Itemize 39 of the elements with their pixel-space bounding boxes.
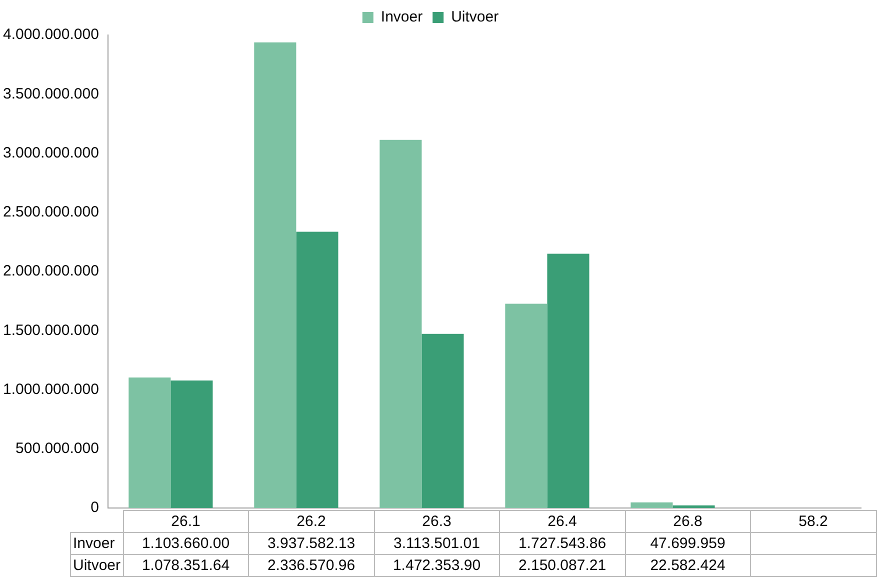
y-tick-label: 1.500.000.000 — [2, 322, 99, 339]
bar — [128, 377, 171, 508]
y-tick-label: 3.500.000.000 — [2, 85, 99, 102]
x-tick-label: 26.8 — [625, 510, 751, 532]
data-label: 1.472.353.90 — [374, 554, 500, 576]
bar — [672, 505, 715, 508]
bar — [170, 380, 213, 508]
data-label: 3.113.501.01 — [374, 532, 500, 554]
legend-label: Invoer — [380, 8, 423, 26]
bar — [505, 304, 548, 508]
bar — [296, 232, 338, 508]
bar — [254, 42, 296, 508]
x-tick-label: 26.4 — [500, 510, 626, 532]
y-tick-label: 2.500.000.000 — [2, 204, 99, 221]
data-label: 1.078.351.64 — [123, 554, 249, 576]
data-label: 2.336.570.96 — [248, 554, 374, 576]
bar — [380, 140, 422, 508]
bar — [422, 334, 464, 508]
legend-label: Uitvoer — [451, 8, 499, 26]
y-tick-label: 3.000.000.000 — [2, 144, 99, 162]
data-label: 1.103.660.00 — [123, 532, 249, 554]
x-tick-label: 26.3 — [374, 510, 500, 532]
x-tick-label: 26.2 — [248, 510, 374, 532]
y-tick-label: 0 — [90, 499, 99, 516]
data-label: 2.150.087.21 — [500, 554, 626, 576]
data-label: 22.582.424 — [625, 554, 751, 576]
x-tick-label: 58.2 — [750, 510, 876, 532]
y-tick-label: 2.000.000.000 — [2, 262, 99, 280]
x-tick-label: 26.1 — [123, 510, 249, 532]
bar — [547, 254, 590, 508]
data-label: 47.699.959 — [625, 532, 751, 554]
data-label: 1.727.543.86 — [500, 532, 626, 554]
y-tick-label: 500.000.000 — [16, 440, 99, 458]
bar — [630, 502, 673, 508]
y-tick-label: 4.000.000.000 — [2, 26, 99, 44]
text: Uitvoer — [73, 557, 121, 574]
y-tick-label: 1.000.000.000 — [2, 380, 99, 398]
data-label: 3.937.582.13 — [248, 532, 374, 554]
text: Invoer — [73, 535, 115, 552]
